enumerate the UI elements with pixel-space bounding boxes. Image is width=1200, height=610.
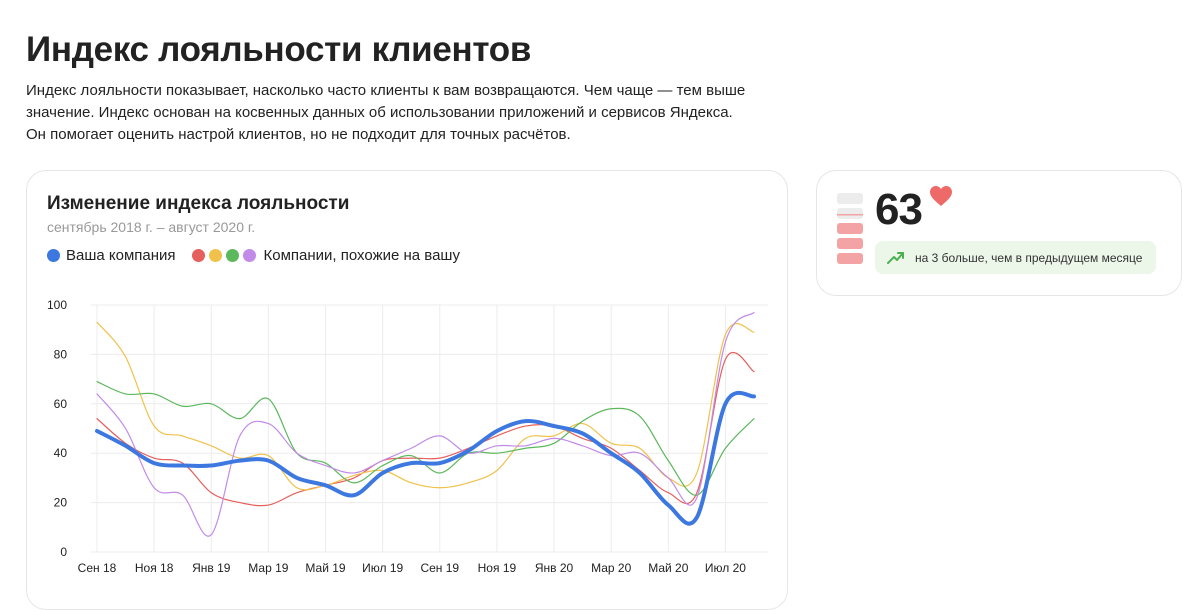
y-tick-label: 40: [54, 446, 68, 460]
x-tick-label: Ноя 18: [135, 561, 174, 575]
chart-title: Изменение индекса лояльности: [47, 193, 350, 214]
x-tick-label: Мар 19: [248, 561, 288, 575]
chart-subtitle: сентябрь 2018 г. – август 2020 г.: [47, 219, 256, 235]
scale-segment: [837, 208, 863, 219]
trend-up-icon: [887, 251, 904, 264]
loyalty-score: 63: [875, 185, 923, 234]
page-description: Индекс лояльности показывает, насколько …: [26, 82, 746, 143]
legend-dot-green: [225, 249, 239, 262]
series-line-peer-3[interactable]: [96, 311, 755, 537]
x-tick-label: Июл 19: [362, 561, 403, 575]
page-title: Индекс лояльности клиентов: [26, 30, 532, 69]
y-tick-label: 20: [54, 496, 68, 510]
y-axis-ticks: 0 20 40 60 80 100: [47, 298, 67, 559]
chart-legend: Ваша компания Компании, похожие на вашу: [47, 247, 460, 264]
scale-segment: [837, 223, 863, 234]
scale-segment: [837, 193, 863, 204]
x-tick-label: Сен 19: [420, 561, 459, 575]
chart-series: [95, 311, 756, 537]
legend-dot-yellow: [208, 249, 222, 262]
legend-dot-purple: [242, 249, 256, 262]
x-tick-label: Янв 19: [192, 561, 231, 575]
x-tick-label: Ноя 19: [478, 561, 517, 575]
scale-segment: [837, 253, 863, 264]
legend-dot-blue: [47, 249, 60, 262]
delta-text: на 3 больше, чем в предыдущем месяце: [915, 250, 1143, 265]
series-line-peer-2[interactable]: [96, 380, 755, 496]
y-tick-label: 60: [54, 397, 68, 411]
x-tick-label: Июл 20: [705, 561, 746, 575]
legend-item-similar-companies[interactable]: Компании, похожие на вашу: [191, 247, 460, 264]
legend-label-similar: Компании, похожие на вашу: [263, 247, 460, 264]
loyalty-line-chart[interactable]: 0 20 40 60 80 100 Сен 18 Ноя 18 Янв 19 Мар 19 Май…: [27, 171, 787, 609]
x-tick-label: Май 19: [305, 561, 346, 575]
y-tick-label: 80: [54, 347, 68, 361]
y-tick-label: 100: [47, 298, 67, 312]
chart-grid: [91, 304, 768, 553]
heart-icon: [929, 185, 953, 212]
loyalty-score-card: 63 на 3 больше, чем в предыдущем месяце: [816, 170, 1182, 296]
series-line-own-company[interactable]: [95, 390, 756, 526]
legend-dot-red: [191, 249, 205, 262]
x-axis-ticks: Сен 18 Ноя 18 Янв 19 Мар 19 Май 19 Июл 19 Сен …: [78, 561, 747, 575]
x-tick-label: Май 20: [648, 561, 689, 575]
series-line-peer-0[interactable]: [96, 351, 755, 507]
delta-badge: на 3 больше, чем в предыдущем месяце: [875, 241, 1157, 274]
loyalty-chart-card: Изменение индекса лояльности сентябрь 20…: [26, 170, 788, 610]
scale-segment: [837, 238, 863, 249]
x-tick-label: Янв 20: [535, 561, 574, 575]
x-tick-label: Мар 20: [591, 561, 631, 575]
legend-label-own: Ваша компания: [66, 247, 176, 264]
loyalty-scale: [837, 193, 863, 268]
legend-item-own-company[interactable]: Ваша компания: [47, 247, 176, 264]
x-tick-label: Сен 18: [78, 561, 117, 575]
y-tick-label: 0: [60, 545, 67, 559]
